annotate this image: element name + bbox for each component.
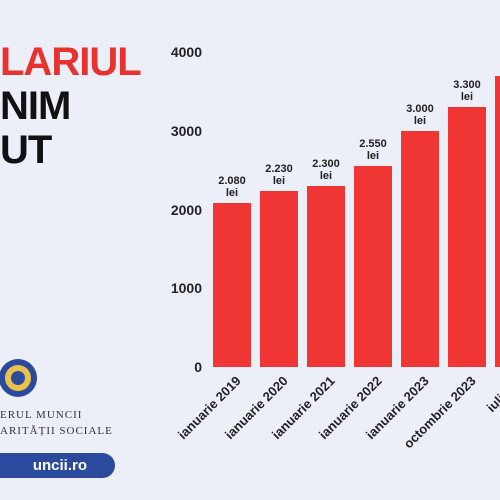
bar bbox=[260, 191, 298, 367]
title-line: NIM bbox=[0, 84, 71, 128]
bar bbox=[307, 185, 345, 367]
title-line: UT bbox=[0, 128, 52, 172]
website[interactable]: uncii.ro bbox=[32, 457, 87, 474]
y-tick-label: 4000 bbox=[170, 44, 202, 60]
website-pill[interactable]: uncii.ro bbox=[0, 453, 115, 478]
bar bbox=[448, 107, 486, 367]
bar bbox=[354, 166, 392, 367]
value-label: 3.000 lei bbox=[406, 102, 434, 127]
ministry-line: ARITĂȚII SOCIALE bbox=[0, 425, 113, 437]
value-label: 2.300 lei bbox=[312, 157, 340, 182]
emblem bbox=[0, 359, 37, 397]
title-line: LARIUL bbox=[0, 40, 142, 84]
bar bbox=[401, 130, 439, 367]
y-tick-label: 3000 bbox=[170, 122, 202, 139]
y-tick-label: 2000 bbox=[170, 201, 202, 218]
bar bbox=[495, 75, 500, 367]
bar bbox=[213, 203, 251, 367]
y-tick-label: 1000 bbox=[170, 280, 202, 297]
value-label: 2.230 lei bbox=[265, 163, 293, 188]
value-label: 3. bbox=[495, 48, 500, 60]
y-tick-label: 0 bbox=[194, 359, 202, 375]
ministry-line: ERUL MUNCII bbox=[0, 409, 83, 421]
value-label: 2.080 lei bbox=[218, 175, 246, 200]
x-tick-label: iulie 20 bbox=[483, 373, 500, 415]
value-label: 3.300 lei bbox=[453, 79, 481, 104]
value-label: 2.550 lei bbox=[359, 138, 387, 163]
